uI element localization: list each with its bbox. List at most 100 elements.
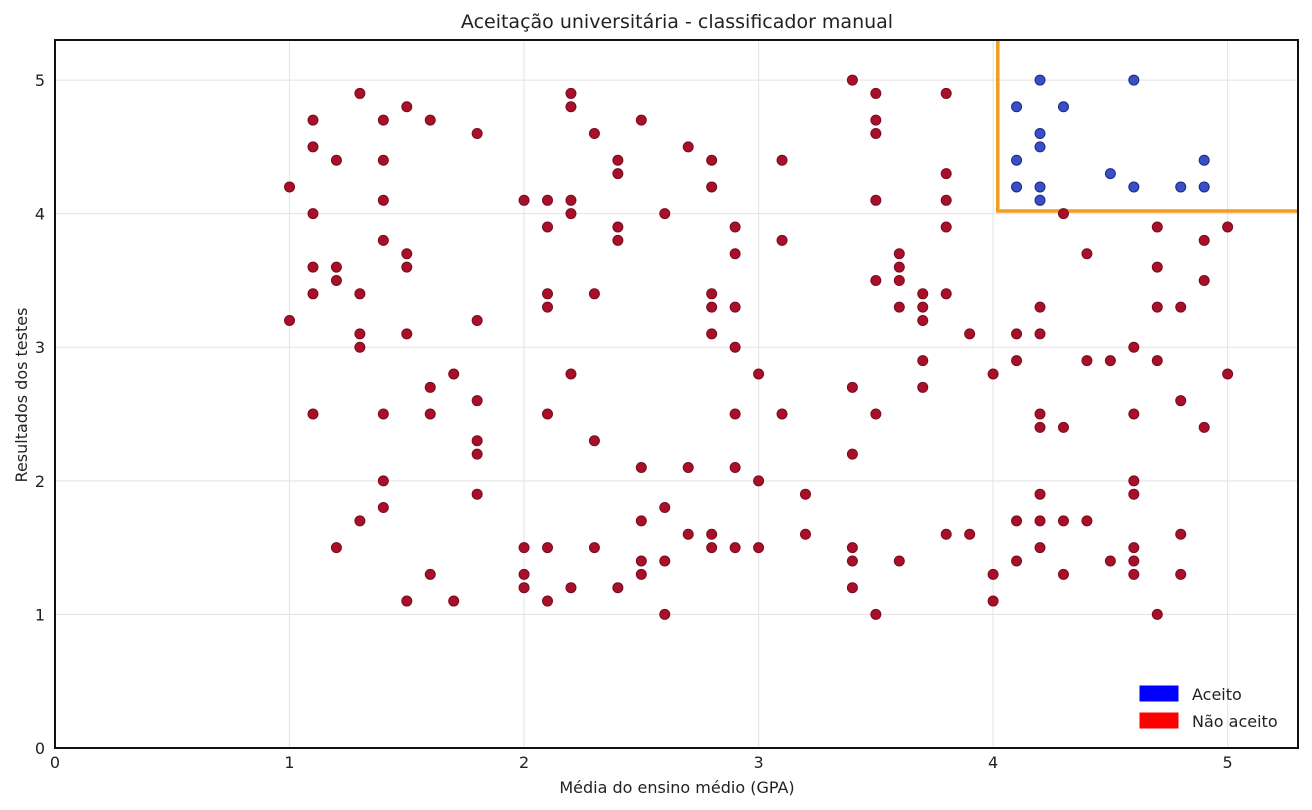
legend-label-1: Não aceito: [1192, 712, 1278, 731]
y-tick-label-5: 5: [35, 71, 45, 90]
x-axis-ticks: 0 1 2 3 4 5: [50, 753, 1233, 772]
rejected-point-146: [1057, 208, 1069, 220]
rejected-point-128: [940, 288, 952, 300]
rejected-point-103: [846, 448, 858, 460]
x-tick-label-5: 5: [1223, 753, 1233, 772]
y-tick-label-0: 0: [35, 739, 45, 758]
rejected-point-70: [635, 555, 647, 567]
rejected-point-138: [1011, 555, 1023, 567]
rejected-point-69: [635, 515, 647, 527]
rejected-point-37: [471, 395, 483, 407]
rejected-point-4: [307, 208, 319, 220]
rejected-point-117: [893, 301, 905, 313]
rejected-point-29: [424, 114, 436, 126]
rejected-point-55: [565, 208, 577, 220]
rejected-point-61: [588, 542, 600, 554]
accepted-point-10: [1034, 181, 1046, 193]
rejected-point-71: [635, 568, 647, 580]
rejected-point-171: [1198, 234, 1210, 246]
rejected-point-131: [964, 528, 976, 540]
rejected-point-66: [612, 582, 624, 594]
rejected-point-99: [799, 488, 811, 500]
rejected-point-147: [1057, 421, 1069, 433]
x-tick-label-3: 3: [753, 753, 763, 772]
accepted-point-4: [1034, 128, 1046, 140]
x-axis-title: Média do ensino médio (GPA): [559, 778, 794, 797]
rejected-point-16: [354, 515, 366, 527]
rejected-point-36: [471, 315, 483, 327]
rejected-point-80: [706, 181, 718, 193]
rejected-point-167: [1175, 301, 1187, 313]
rejected-point-75: [659, 608, 671, 620]
rejected-point-163: [1151, 261, 1163, 273]
rejected-point-1: [284, 315, 296, 327]
rejected-point-73: [659, 502, 671, 514]
rejected-point-109: [870, 128, 882, 140]
y-tick-label-3: 3: [35, 338, 45, 357]
rejected-point-64: [612, 221, 624, 233]
x-tick-label-1: 1: [284, 753, 294, 772]
rejected-point-173: [1198, 421, 1210, 433]
rejected-point-106: [846, 582, 858, 594]
rejected-point-83: [706, 328, 718, 340]
rejected-point-89: [729, 341, 741, 353]
legend: Aceito Não aceito: [1139, 685, 1278, 731]
rejected-point-164: [1151, 301, 1163, 313]
rejected-point-76: [682, 141, 694, 153]
rejected-point-87: [729, 248, 741, 260]
accepted-point-3: [1128, 74, 1140, 86]
rejected-point-135: [1011, 328, 1023, 340]
y-tick-label-2: 2: [35, 472, 45, 491]
rejected-point-93: [753, 368, 765, 380]
rejected-point-0: [284, 181, 296, 193]
rejected-point-161: [1128, 568, 1140, 580]
legend-label-0: Aceito: [1192, 685, 1242, 704]
rejected-point-59: [588, 288, 600, 300]
accepted-point-2: [1057, 101, 1069, 113]
rejected-point-10: [330, 274, 342, 286]
accepted-point-6: [1011, 154, 1023, 166]
rejected-point-112: [870, 408, 882, 420]
rejected-point-7: [307, 408, 319, 420]
rejected-point-114: [893, 248, 905, 260]
rejected-point-113: [870, 608, 882, 620]
rejected-point-151: [1081, 355, 1093, 367]
rejected-point-160: [1128, 555, 1140, 567]
rejected-point-11: [330, 542, 342, 554]
legend-swatch-0: [1139, 685, 1179, 702]
rejected-point-139: [1034, 301, 1046, 313]
rejected-point-150: [1081, 248, 1093, 260]
rejected-point-130: [964, 328, 976, 340]
rejected-point-143: [1034, 488, 1046, 500]
rejected-point-34: [448, 595, 460, 607]
y-axis-title: Resultados dos testes: [12, 308, 31, 483]
rejected-point-67: [635, 114, 647, 126]
rejected-point-17: [377, 114, 389, 126]
chart-title: Aceitação universitária - classificador …: [461, 11, 893, 33]
legend-swatch-1: [1139, 712, 1179, 729]
rejected-point-56: [565, 368, 577, 380]
accepted-point-0: [1011, 101, 1023, 113]
rejected-point-9: [330, 261, 342, 273]
rejected-point-60: [588, 435, 600, 447]
y-tick-label-4: 4: [35, 205, 45, 224]
rejected-point-153: [1104, 355, 1116, 367]
rejected-point-170: [1175, 568, 1187, 580]
rejected-point-2: [307, 114, 319, 126]
decision-boundary-line: [996, 40, 1298, 213]
x-tick-label-4: 4: [988, 753, 998, 772]
rejected-point-85: [706, 542, 718, 554]
rejected-point-152: [1081, 515, 1093, 527]
rejected-point-110: [870, 194, 882, 206]
rejected-point-116: [893, 274, 905, 286]
rejected-point-52: [565, 87, 577, 99]
rejected-point-174: [1222, 221, 1234, 233]
rejected-point-159: [1128, 542, 1140, 554]
data-points: [284, 74, 1234, 620]
rejected-point-49: [542, 408, 554, 420]
rejected-point-104: [846, 542, 858, 554]
rejected-point-40: [471, 488, 483, 500]
rejected-point-126: [940, 194, 952, 206]
rejected-point-88: [729, 301, 741, 313]
